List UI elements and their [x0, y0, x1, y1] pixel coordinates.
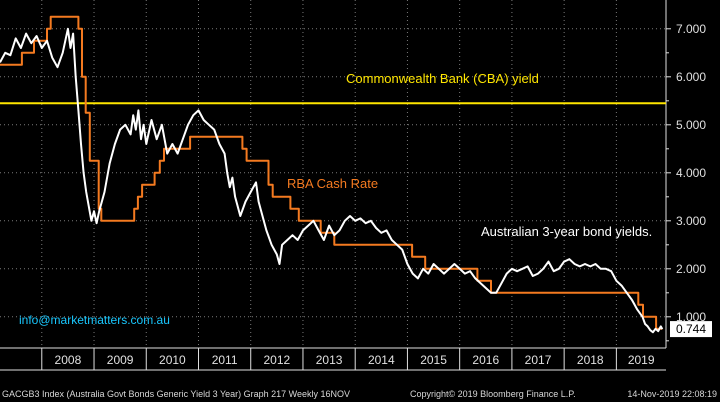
x-tick-label: 2013	[316, 353, 343, 367]
grid-lines	[0, 0, 666, 348]
y-tick-label: 4.000	[676, 166, 706, 180]
tick-labels: 1.000 2.000 3.000 4.000 5.000 6.000 7.000 2008 2…	[55, 22, 712, 367]
x-tick-label: 2011	[212, 353, 238, 367]
footer-index-description: GACGB3 Index (Australia Govt Bonds Gener…	[2, 389, 351, 399]
x-tick-label: 2015	[420, 353, 447, 367]
x-tick-label: 2016	[472, 353, 499, 367]
x-tick-label: 2014	[368, 353, 395, 367]
rba-cash-rate-label: RBA Cash Rate	[287, 176, 379, 191]
cba-yield-label: Commonwealth Bank (CBA) yield	[346, 71, 539, 86]
watermark-label: info@marketmatters.com.au	[19, 313, 170, 327]
y-tick-label: 7.000	[676, 22, 706, 36]
series-line-bond	[0, 27, 664, 334]
y-tick-label: 2.000	[676, 262, 706, 276]
x-tick-label: 2019	[628, 353, 655, 367]
x-tick-label: 2008	[55, 353, 82, 367]
y-tick-label: 5.000	[676, 118, 706, 132]
series-line-cash	[0, 15, 663, 330]
x-tick-label: 2009	[107, 353, 134, 367]
x-tick-label: 2018	[577, 353, 604, 367]
footer-timestamp: 14-Nov-2019 22:08:19	[627, 389, 717, 399]
x-tick-label: 2012	[263, 353, 290, 367]
series-layer	[0, 15, 666, 334]
axes	[0, 0, 671, 371]
footer-copyright: Copyright© 2019 Bloomberg Finance L.P.	[410, 389, 576, 399]
last-value-label: 0.744	[676, 322, 706, 336]
y-tick-label: 1.000	[676, 310, 706, 324]
x-tick-label: 2010	[159, 353, 186, 367]
y-tick-label: 3.000	[676, 214, 706, 228]
bond-yield-label: Australian 3-year bond yields.	[481, 224, 653, 239]
x-tick-label: 2017	[525, 353, 552, 367]
last-value-box	[670, 321, 712, 338]
y-tick-label: 6.000	[676, 70, 706, 84]
